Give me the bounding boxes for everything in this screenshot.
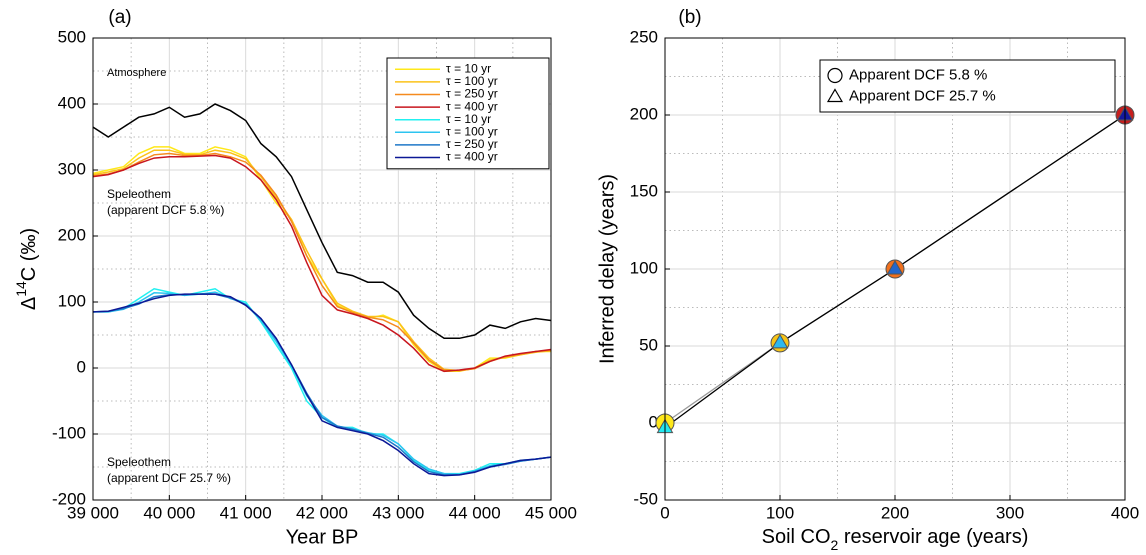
- y-tick-label: -100: [52, 423, 86, 442]
- y-tick-label: 500: [58, 27, 86, 46]
- x-tick-label: 300: [996, 503, 1024, 522]
- annotation: (apparent DCF 25.7 %): [107, 471, 231, 485]
- legend-label: τ = 100 yr: [446, 124, 498, 138]
- y-tick-label: 400: [58, 93, 86, 112]
- x-tick-label: 400: [1111, 503, 1139, 522]
- x-tick-label: 39 000: [67, 503, 119, 522]
- legend-label: Apparent DCF 25.7 %: [849, 87, 996, 104]
- x-tick-label: 44 000: [449, 503, 501, 522]
- legend-swatch: [826, 88, 844, 103]
- legend-label: τ = 250 yr: [446, 137, 498, 151]
- annotation: Speleothem: [107, 455, 171, 469]
- data-line: [92, 103, 552, 340]
- annotation: Speleothem: [107, 187, 171, 201]
- x-tick-label: 0: [660, 503, 669, 522]
- fit-line: [664, 114, 1126, 429]
- legend-label: τ = 10 yr: [446, 112, 491, 126]
- y-tick-label: -50: [633, 489, 658, 508]
- panel: (a) 39 000 40 000 41 000 42 000 43 000 44 000 4…: [13, 7, 577, 548]
- panel-label: (b): [678, 7, 701, 28]
- x-tick-label: 43 000: [372, 503, 424, 522]
- legend-label: τ = 250 yr: [446, 87, 498, 101]
- series-label: Atmosphere: [107, 67, 166, 79]
- y-tick-label: 300: [58, 159, 86, 178]
- y-tick-label: 150: [630, 181, 658, 200]
- y-tick-label: 100: [58, 291, 86, 310]
- legend-box: [386, 57, 550, 170]
- legend-label: τ = 400 yr: [446, 150, 498, 164]
- axes-frame: [92, 37, 552, 501]
- y-tick-label: -200: [52, 489, 86, 508]
- y-tick-label: 0: [77, 357, 86, 376]
- y-tick-label: 100: [630, 258, 658, 277]
- panel-label: (a): [108, 7, 131, 28]
- data-line: [92, 293, 552, 477]
- legend-label: τ = 100 yr: [446, 74, 498, 88]
- marker-triangle: [886, 259, 904, 275]
- x-tick-label: 42 000: [296, 503, 348, 522]
- x-tick-label: 100: [766, 503, 794, 522]
- y-tick-label: 200: [630, 104, 658, 123]
- x-axis-label: Soil CO2 reservoir age (years): [762, 526, 1029, 552]
- legend-box: [819, 59, 1116, 113]
- legend-label: τ = 400 yr: [446, 99, 498, 113]
- x-tick-label: 45 000: [525, 503, 577, 522]
- axes-frame: [664, 37, 1126, 501]
- y-axis-label: Inferred delay (years): [596, 174, 618, 364]
- x-axis-label: Year BP: [286, 526, 359, 548]
- x-tick-label: 200: [881, 503, 909, 522]
- y-axis-label: Δ14C (‰): [13, 228, 41, 310]
- data-line: [92, 154, 552, 373]
- annotation: (apparent DCF 5.8 %): [107, 203, 224, 217]
- legend-label: τ = 10 yr: [446, 61, 491, 75]
- x-tick-label: 41 000: [220, 503, 272, 522]
- x-tick-label: 40 000: [143, 503, 195, 522]
- marker-triangle: [771, 333, 789, 349]
- legend-swatch: [827, 67, 843, 84]
- legend-label: Apparent DCF 5.8 %: [849, 66, 987, 83]
- y-tick-label: 200: [58, 225, 86, 244]
- y-tick-label: 250: [630, 27, 658, 46]
- y-tick-label: 0: [649, 412, 658, 431]
- y-tick-label: 50: [639, 335, 658, 354]
